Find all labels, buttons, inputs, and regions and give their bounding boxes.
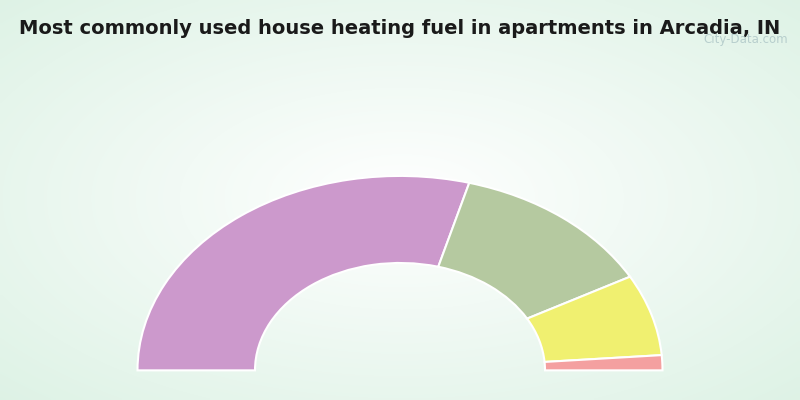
Wedge shape: [545, 355, 662, 370]
Text: Most commonly used house heating fuel in apartments in Arcadia, IN: Most commonly used house heating fuel in…: [19, 18, 781, 38]
Wedge shape: [438, 183, 630, 319]
Wedge shape: [138, 176, 470, 370]
Text: City-Data.com: City-Data.com: [703, 33, 787, 46]
Wedge shape: [527, 277, 662, 362]
